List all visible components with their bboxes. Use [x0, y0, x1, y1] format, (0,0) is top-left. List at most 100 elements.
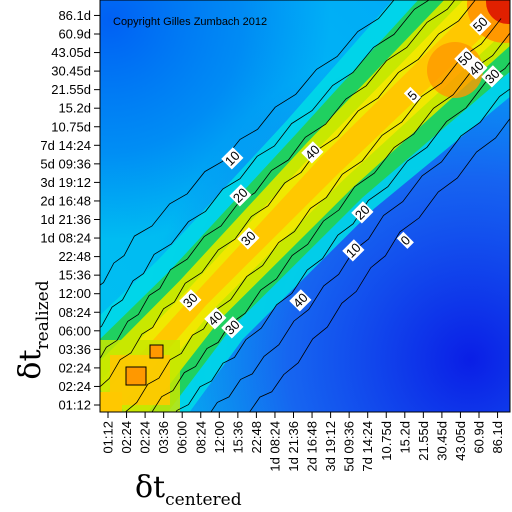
heat-peak-box — [125, 366, 147, 386]
contour-label: 40 — [204, 307, 227, 330]
y-axis-title: δtrealized — [13, 280, 53, 379]
y-tick-label: 01:12 — [58, 398, 91, 413]
x-axis-subscript: centered — [165, 490, 242, 510]
y-tick-label: 60.9d — [58, 27, 91, 42]
contour-label: 30 — [481, 65, 504, 88]
contour-line — [175, 61, 510, 412]
x-tick-label: 30.45d — [434, 421, 449, 461]
x-axis-ticks: 01:12 02:24 02:24 03:36 06:00 08:24 12:00 15:36… — [101, 412, 505, 472]
y-tick-label: 30.45d — [51, 64, 91, 79]
contour-label-bg — [204, 307, 227, 330]
x-tick-label: 15.2d — [397, 421, 412, 454]
contour-line — [100, 0, 476, 388]
copyright-text: Copyright Gilles Zumbach 2012 — [113, 16, 267, 28]
contour-label-bg — [396, 231, 414, 249]
contour-label: 20 — [351, 201, 374, 224]
contour-label-bg — [342, 239, 365, 262]
y-tick-label: 43.05d — [51, 45, 91, 60]
contour-label: 40 — [465, 57, 488, 80]
contour-label-bg — [229, 184, 252, 207]
contour-label-bg — [289, 289, 312, 312]
x-tick-label: 15:36 — [230, 421, 245, 454]
x-tick-label: 86.1d — [490, 421, 505, 454]
y-tick-label: 21.55d — [51, 82, 91, 97]
y-tick-label: 02:24 — [58, 360, 91, 375]
contour-label: 30 — [221, 316, 244, 339]
x-tick-label: 22:48 — [249, 421, 264, 454]
y-axis-subscript: realized — [33, 280, 53, 349]
x-tick-label: 2d 16:48 — [305, 421, 320, 472]
x-tick-label: 1d 21:36 — [286, 421, 301, 472]
x-axis-title: δtcentered — [135, 470, 242, 510]
contour-label-bg — [221, 147, 244, 170]
y-tick-label: 06:00 — [58, 323, 91, 338]
contour-label-bg — [454, 47, 477, 70]
contour-label: 20 — [229, 184, 252, 207]
y-tick-label: 86.1d — [58, 8, 91, 23]
x-tick-label: 1d 08:24 — [267, 421, 282, 472]
x-tick-label: 01:12 — [101, 421, 116, 454]
heat-hotspot — [100, 392, 122, 412]
x-tick-label: 12:00 — [212, 421, 227, 454]
contour-label-bg — [469, 13, 492, 36]
heat-peak-box — [149, 344, 164, 359]
x-tick-label: 21.55d — [416, 421, 431, 461]
contour-label: 10 — [342, 239, 365, 262]
contour-label-bg — [221, 316, 244, 339]
contour-lines — [100, 0, 510, 412]
y-tick-label: 15.2d — [58, 101, 91, 116]
plot-area — [100, 0, 510, 412]
contour-line — [125, 18, 502, 412]
y-tick-label: 1d 21:36 — [40, 212, 91, 227]
x-tick-label: 02:24 — [138, 421, 153, 454]
contour-label: 40 — [289, 289, 312, 312]
x-tick-label: 08:24 — [193, 421, 208, 454]
y-axis-symbol: δt — [13, 349, 48, 379]
contour-label-bg — [237, 227, 260, 250]
y-tick-label: 7d 14:24 — [40, 138, 91, 153]
x-tick-label: 10.75d — [379, 421, 394, 461]
contour-label: 10 — [221, 147, 244, 170]
y-tick-label: 03:36 — [58, 342, 91, 357]
y-tick-label: 08:24 — [58, 305, 91, 320]
y-tick-label: 10.75d — [51, 119, 91, 134]
x-tick-label: 43.05d — [453, 421, 468, 461]
contour-label-bg — [179, 289, 202, 312]
contour-label-bg — [465, 57, 488, 80]
y-axis-ticks: 01:12 02:24 02:24 03:36 06:00 08:24 12:00 15:36… — [40, 8, 100, 413]
x-tick-label: 03:36 — [156, 421, 171, 454]
x-axis-symbol: δt — [135, 470, 165, 505]
x-tick-label: 3d 19:12 — [323, 421, 338, 472]
x-tick-label: 02:24 — [119, 421, 134, 454]
svg-text:δtrealized: δtrealized — [13, 280, 53, 379]
y-tick-label: 15:36 — [58, 268, 91, 283]
x-tick-label: 06:00 — [175, 421, 190, 454]
x-tick-label: 7d 14:24 — [360, 421, 375, 472]
y-tick-label: 1d 08:24 — [40, 231, 91, 246]
contour-line — [210, 88, 510, 412]
contour-line — [151, 32, 510, 412]
y-tick-label: 5d 09:36 — [40, 156, 91, 171]
heat-hotspot — [486, 0, 510, 24]
y-tick-label: 3d 19:12 — [40, 175, 91, 190]
y-tick-label: 02:24 — [58, 379, 91, 394]
svg-text:δtcentered: δtcentered — [135, 470, 242, 510]
contour-label: 40 — [301, 141, 324, 164]
plot-frame — [99, 0, 511, 413]
contour-label: 50 — [469, 13, 492, 36]
contour-label: 30 — [179, 289, 202, 312]
x-tick-label: 5d 09:36 — [342, 421, 357, 472]
contour-label-bg — [403, 86, 421, 104]
contour-label-bg — [481, 65, 504, 88]
y-tick-label: 22:48 — [58, 249, 91, 264]
heat-band-layer — [104, 0, 500, 407]
contour-line — [100, 0, 395, 286]
y-tick-label: 2d 16:48 — [40, 193, 91, 208]
contour-label-bg — [351, 201, 374, 224]
contour-line — [249, 117, 510, 412]
contour-label: 30 — [237, 227, 260, 250]
contour-line — [100, 0, 430, 328]
diagonal-band — [100, 0, 510, 412]
x-tick-label: 60.9d — [472, 421, 487, 454]
